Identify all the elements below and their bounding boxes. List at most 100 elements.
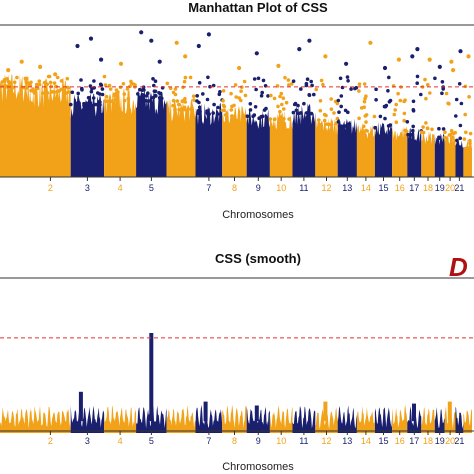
snp-point bbox=[411, 109, 416, 113]
snp-point bbox=[196, 108, 201, 113]
outlier-point bbox=[99, 57, 104, 62]
snp-point bbox=[302, 101, 306, 106]
snp-point bbox=[363, 96, 367, 101]
snp-point bbox=[86, 95, 91, 100]
snp-point bbox=[287, 83, 291, 87]
snp-point bbox=[136, 92, 140, 96]
snp-point bbox=[242, 79, 247, 84]
outlier-point bbox=[276, 63, 281, 68]
x-tick-label: 7 bbox=[206, 183, 211, 193]
snp-point bbox=[173, 108, 177, 112]
snp-point bbox=[158, 91, 162, 96]
x-tick-label: 14 bbox=[361, 183, 371, 193]
snp-point bbox=[253, 105, 258, 109]
chromosome-1-points bbox=[0, 73, 31, 177]
snp-point bbox=[52, 90, 57, 94]
snp-point bbox=[45, 91, 49, 95]
outlier-point bbox=[196, 43, 201, 49]
smooth-peak bbox=[323, 401, 328, 422]
snp-point bbox=[388, 123, 393, 127]
x-tick-label: 11 bbox=[299, 183, 308, 193]
snp-point bbox=[189, 107, 193, 111]
snp-point bbox=[24, 85, 28, 89]
chromosome-16-points bbox=[391, 84, 409, 177]
snp-point bbox=[212, 102, 216, 107]
smooth-peak bbox=[412, 403, 416, 422]
x-tick-label: 15 bbox=[378, 183, 388, 193]
x-tick-label: 19 bbox=[435, 183, 445, 193]
outlier-point bbox=[382, 65, 388, 71]
snp-point bbox=[415, 81, 420, 85]
smooth-peak bbox=[78, 391, 83, 422]
snp-point bbox=[144, 94, 149, 98]
snp-point bbox=[269, 93, 273, 98]
chromosome-22-smooth bbox=[463, 409, 472, 433]
snp-point bbox=[195, 99, 199, 103]
x-tick-label: 4 bbox=[118, 436, 123, 446]
snp-point bbox=[462, 137, 467, 141]
snp-point bbox=[171, 90, 176, 95]
outlier-point bbox=[88, 36, 94, 41]
snp-point bbox=[196, 111, 201, 116]
bottom-smooth-plot bbox=[0, 333, 472, 433]
snp-point bbox=[335, 116, 340, 121]
snp-point bbox=[65, 76, 70, 81]
snp-point bbox=[425, 126, 430, 131]
snp-point bbox=[281, 96, 286, 100]
snp-point bbox=[98, 100, 102, 104]
x-tick-label: 17 bbox=[409, 183, 419, 193]
snp-point bbox=[426, 82, 430, 87]
snp-point bbox=[394, 102, 399, 107]
snp-point bbox=[116, 99, 120, 104]
snp-point bbox=[387, 100, 392, 104]
top-x-axis-label: Chromosomes bbox=[222, 209, 294, 221]
x-tick-label: 13 bbox=[342, 436, 352, 446]
snp-point bbox=[290, 82, 294, 86]
snp-point bbox=[201, 92, 205, 96]
snp-point bbox=[357, 116, 361, 121]
snp-point bbox=[248, 108, 253, 112]
snp-point bbox=[362, 82, 367, 86]
snp-point bbox=[37, 79, 42, 83]
snp-point bbox=[279, 91, 284, 96]
snp-point bbox=[386, 89, 390, 93]
snp-point bbox=[177, 107, 181, 112]
x-tick-label: 19 bbox=[435, 436, 445, 446]
smooth-peak bbox=[149, 333, 154, 422]
snp-point bbox=[217, 92, 222, 97]
snp-point bbox=[177, 102, 181, 107]
snp-point bbox=[411, 99, 416, 104]
snp-point bbox=[459, 101, 464, 106]
snp-point bbox=[286, 78, 291, 82]
snp-point bbox=[79, 78, 83, 82]
x-tick-label: 10 bbox=[276, 183, 286, 193]
snp-point bbox=[383, 116, 387, 121]
snp-point bbox=[382, 104, 387, 109]
snp-point bbox=[188, 75, 193, 80]
snp-point bbox=[296, 103, 300, 108]
snp-point bbox=[441, 127, 446, 131]
snp-point bbox=[233, 83, 238, 87]
snp-point bbox=[260, 90, 265, 95]
snp-point bbox=[287, 117, 291, 121]
snp-point bbox=[112, 92, 117, 97]
snp-point bbox=[374, 87, 378, 92]
snp-point bbox=[411, 128, 415, 133]
snp-point bbox=[126, 97, 131, 101]
snp-point bbox=[251, 114, 255, 119]
snp-point bbox=[312, 92, 316, 97]
snp-point bbox=[243, 93, 248, 98]
snp-point bbox=[451, 131, 456, 136]
snp-point bbox=[450, 135, 455, 140]
chromosome-9-points bbox=[245, 76, 270, 177]
snp-point bbox=[29, 80, 33, 85]
outlier-point bbox=[449, 59, 454, 64]
snp-point bbox=[96, 91, 100, 95]
x-tick-label: 13 bbox=[342, 183, 352, 193]
snp-point bbox=[433, 76, 437, 81]
chromosome-3-band bbox=[70, 93, 105, 177]
snp-point bbox=[284, 100, 289, 105]
chromosome-21-band bbox=[455, 139, 464, 177]
snp-point bbox=[273, 117, 277, 121]
snp-point bbox=[464, 130, 468, 135]
